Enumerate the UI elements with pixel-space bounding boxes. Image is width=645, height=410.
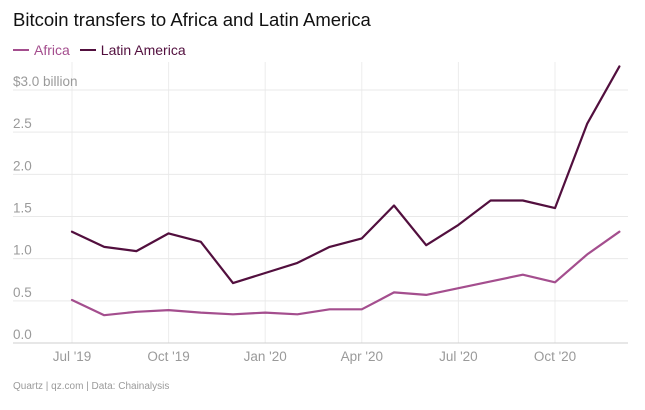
data-point-latin-america (295, 260, 300, 265)
series-line-latin-america (70, 65, 621, 285)
x-tick-label: Oct '20 (534, 349, 576, 364)
legend-label-latin-america: Latin America (100, 42, 186, 58)
legend-swatch-latin-america (79, 48, 96, 52)
x-tick-label: Jul '19 (53, 349, 92, 364)
data-point-africa (70, 297, 75, 302)
data-point-africa (231, 312, 236, 317)
data-point-latin-america (359, 236, 364, 241)
data-point-latin-america (488, 198, 493, 203)
series-line-africa (70, 230, 621, 317)
legend-swatch-africa (13, 48, 29, 52)
data-point-africa (359, 307, 364, 312)
data-point-latin-america (585, 121, 590, 126)
x-tick-label: Jul '20 (439, 349, 478, 364)
y-tick-label: 0.0 (13, 327, 32, 342)
data-point-latin-america (102, 244, 107, 249)
data-point-africa (424, 292, 429, 297)
data-point-africa (553, 280, 558, 285)
x-tick-label: Oct '19 (147, 349, 189, 364)
y-tick-label: 2.0 (13, 158, 32, 173)
legend: Africa Latin America (13, 41, 196, 59)
x-tick-label: Apr '20 (341, 349, 383, 364)
data-point-latin-america (392, 203, 397, 208)
y-tick-label: 0.5 (13, 285, 32, 300)
y-tick-label: 1.5 (13, 201, 32, 216)
data-point-latin-america (263, 271, 268, 276)
data-point-latin-america (231, 281, 236, 286)
data-point-africa (585, 252, 590, 257)
data-point-africa (617, 229, 622, 234)
data-point-latin-america (520, 198, 525, 203)
data-point-latin-america (134, 249, 139, 254)
data-point-latin-america (166, 231, 171, 236)
y-tick-label: 2.5 (13, 116, 32, 131)
x-tick-label: Jan '20 (244, 349, 287, 364)
y-tick-label: 1.0 (13, 243, 32, 258)
data-point-africa (520, 272, 525, 277)
data-point-latin-america (70, 229, 75, 234)
legend-item-latin-america: Latin America (79, 42, 186, 58)
data-point-africa (166, 308, 171, 313)
chart-title: Bitcoin transfers to Africa and Latin Am… (13, 9, 371, 30)
data-point-latin-america (198, 239, 203, 244)
data-point-latin-america (327, 244, 332, 249)
legend-label-africa: Africa (34, 42, 70, 58)
data-point-africa (198, 310, 203, 315)
data-point-africa (102, 313, 107, 318)
data-point-latin-america (424, 243, 429, 248)
data-point-latin-america (553, 206, 558, 211)
data-point-africa (327, 307, 332, 312)
data-point-africa (263, 310, 268, 315)
y-tick-label: $3.0 billion (13, 74, 78, 89)
source-note: Quartz | qz.com | Data: Chainalysis (13, 381, 170, 392)
data-point-africa (295, 312, 300, 317)
legend-item-africa: Africa (13, 42, 70, 58)
data-point-africa (392, 290, 397, 295)
data-point-latin-america (617, 64, 622, 69)
data-point-africa (134, 309, 139, 314)
data-point-africa (488, 279, 493, 284)
data-point-africa (456, 286, 461, 291)
data-point-latin-america (456, 222, 461, 227)
